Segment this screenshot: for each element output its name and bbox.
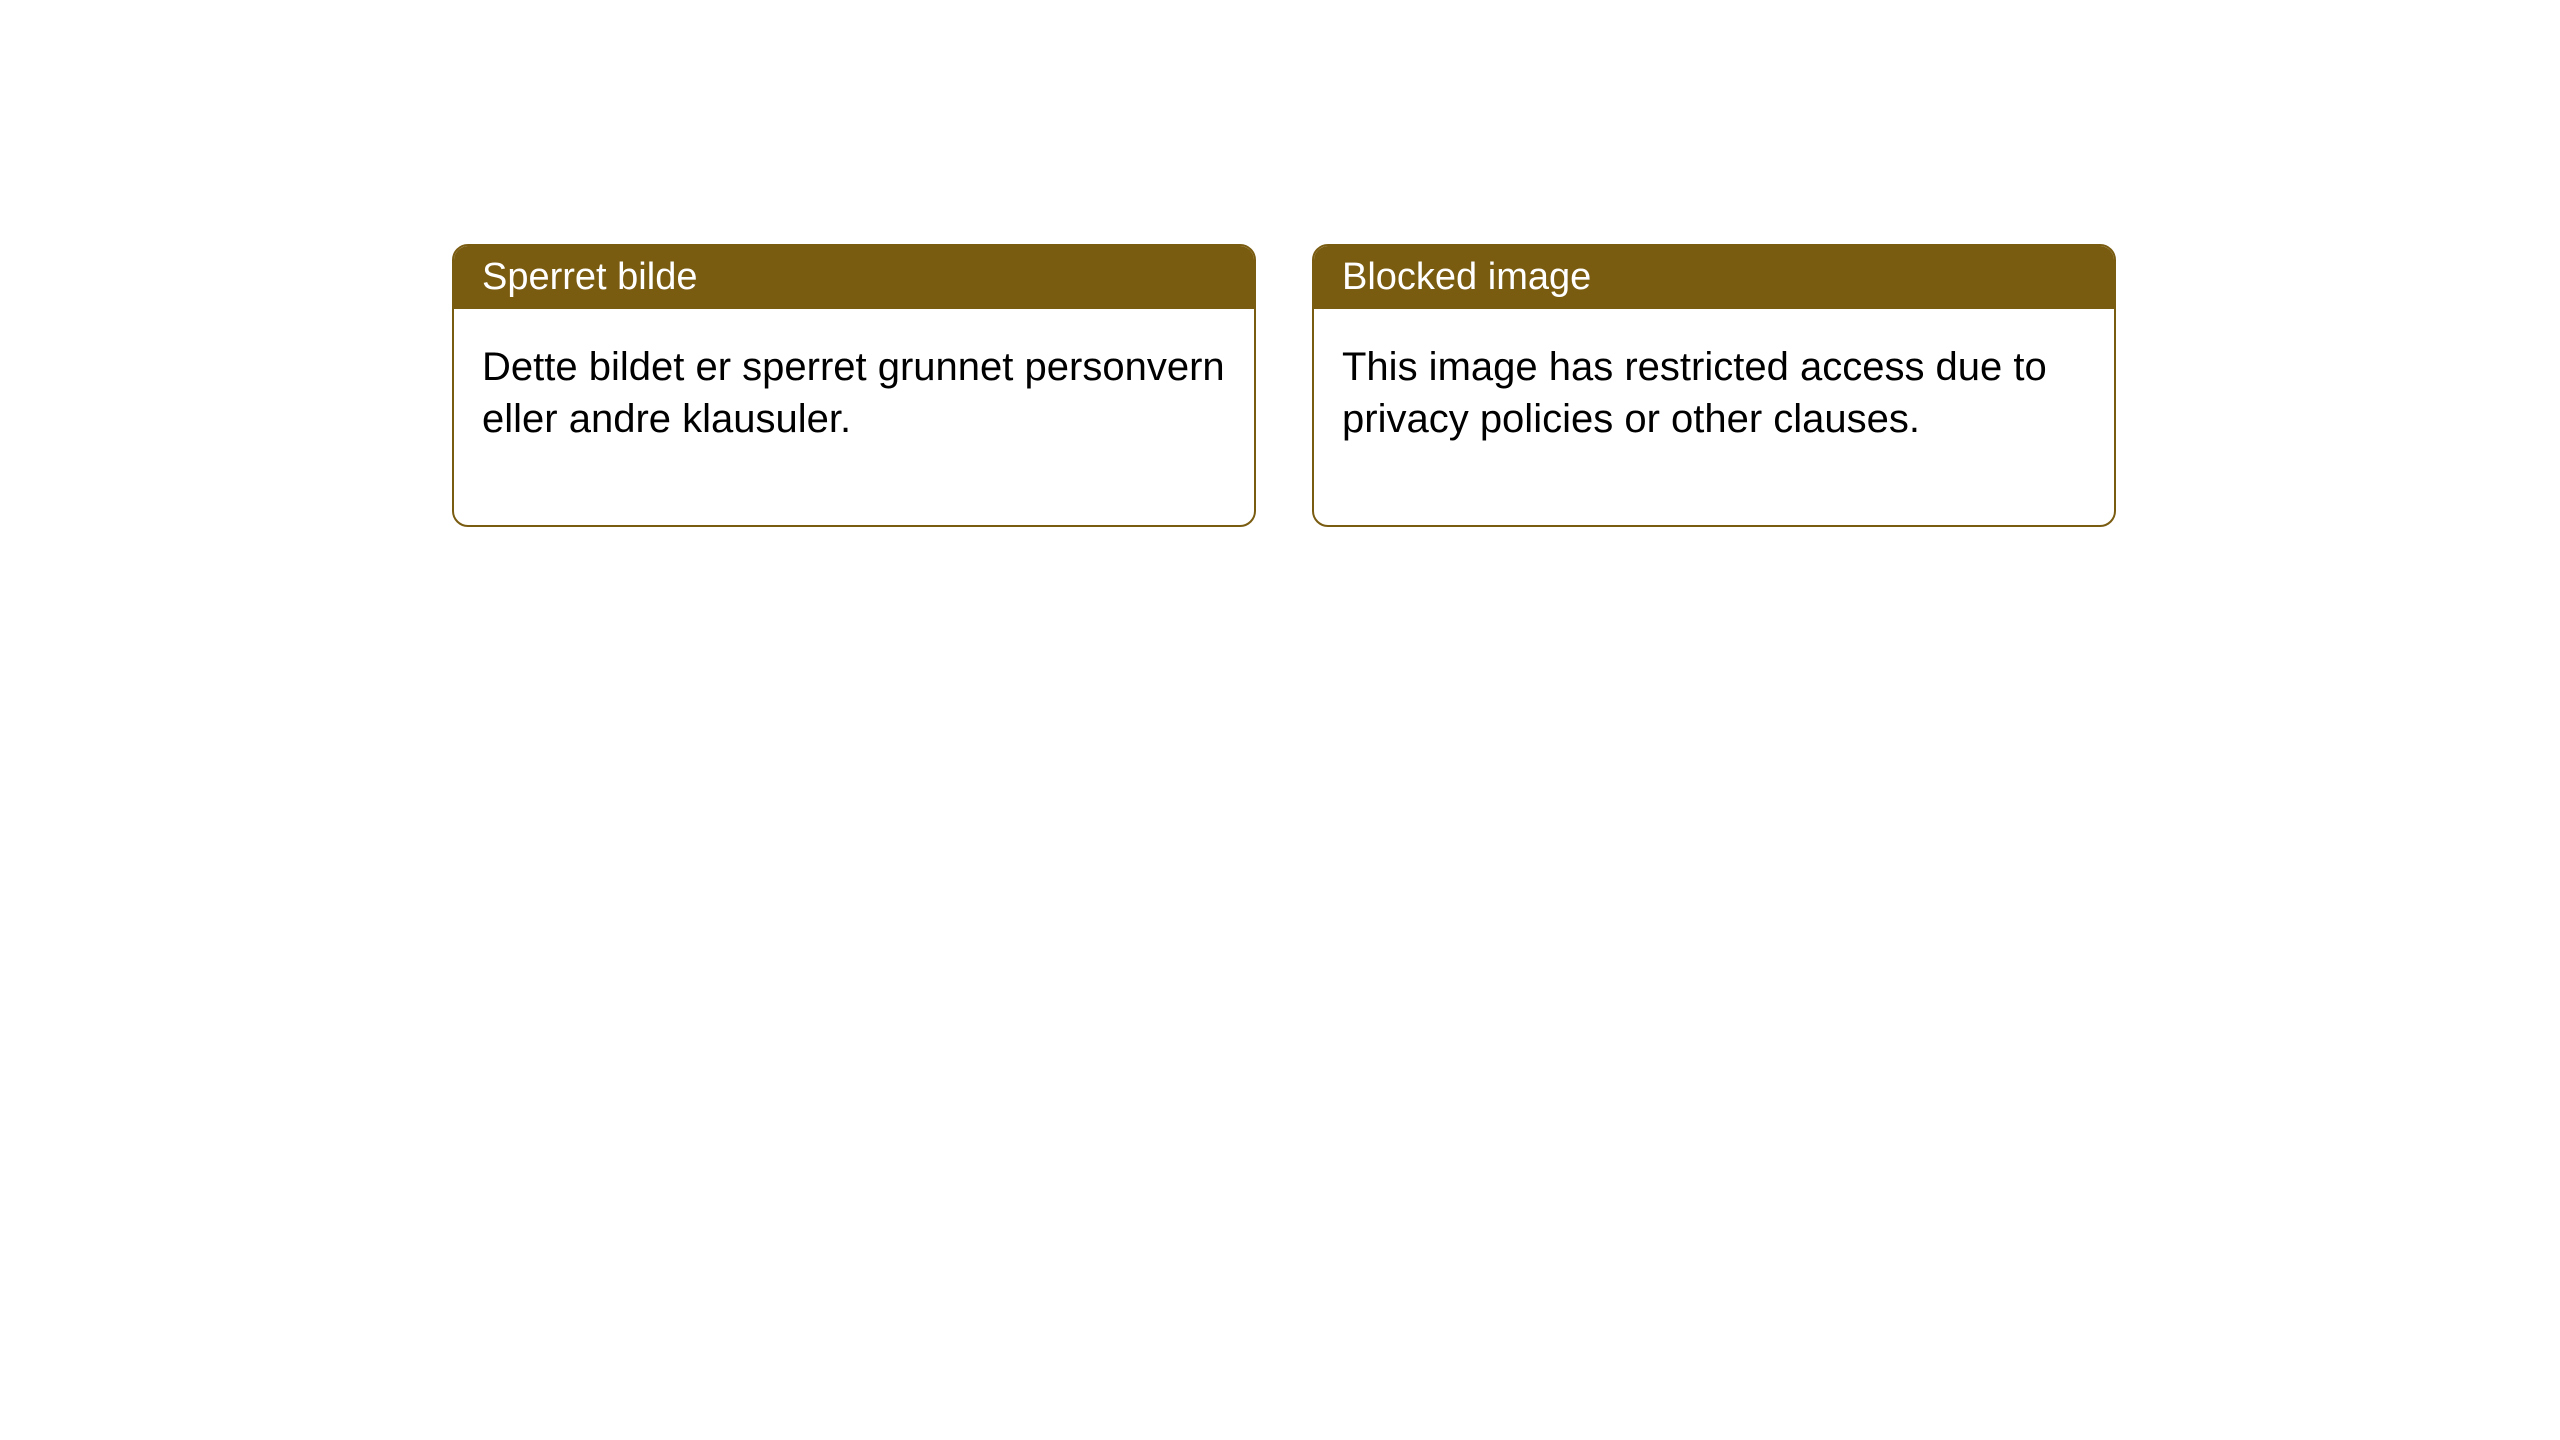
notice-cards-container: Sperret bilde Dette bildet er sperret gr…: [0, 0, 2560, 527]
card-body-text: This image has restricted access due to …: [1342, 345, 2047, 441]
notice-card-norwegian: Sperret bilde Dette bildet er sperret gr…: [452, 244, 1256, 527]
card-title: Blocked image: [1342, 256, 1591, 298]
card-title: Sperret bilde: [482, 256, 697, 298]
card-header: Blocked image: [1314, 246, 2114, 309]
card-header: Sperret bilde: [454, 246, 1254, 309]
card-body: Dette bildet er sperret grunnet personve…: [454, 309, 1254, 525]
card-body-text: Dette bildet er sperret grunnet personve…: [482, 345, 1225, 441]
notice-card-english: Blocked image This image has restricted …: [1312, 244, 2116, 527]
card-body: This image has restricted access due to …: [1314, 309, 2114, 525]
